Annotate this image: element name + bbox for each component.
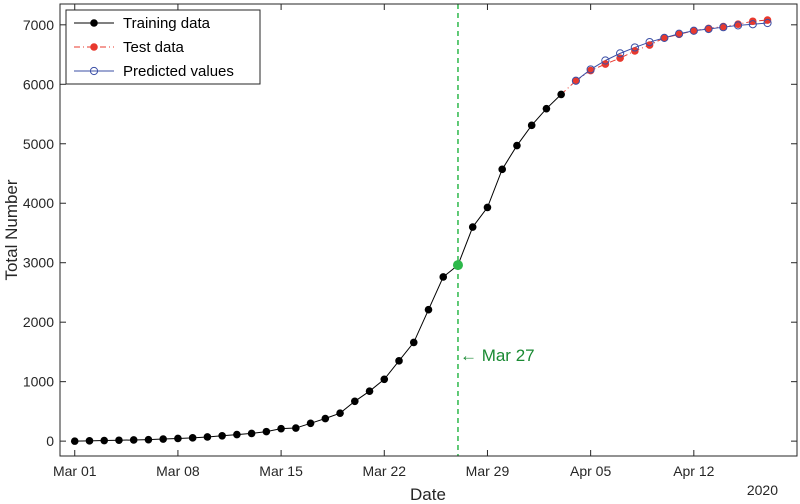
y-tick-label: 2000 — [23, 314, 54, 330]
training-data-point — [247, 429, 256, 438]
training-data-point — [351, 397, 359, 406]
training-data-point — [365, 387, 374, 395]
predicted-values-point — [763, 18, 772, 28]
predicted-values-point — [689, 26, 698, 35]
predicted-values-point — [616, 49, 625, 58]
training-data-point — [527, 121, 536, 130]
training-data-point — [218, 431, 226, 440]
test-data-point — [763, 16, 772, 24]
legend-marker-predicted-values — [89, 66, 99, 76]
training-data-point — [70, 437, 79, 445]
training-data-point — [439, 273, 448, 281]
training-data-point — [100, 436, 109, 445]
legend: Training data Test data Predicted values — [65, 9, 261, 85]
y-tick-label: 3000 — [23, 255, 54, 271]
predicted-values-point — [733, 21, 743, 30]
x-tick-label: Mar 29 — [466, 463, 510, 479]
training-data-point — [85, 437, 94, 445]
x-tick-label: Apr 05 — [570, 463, 611, 479]
x-axis-label: Date — [410, 485, 446, 504]
annotation-label: ← Mar 27 — [460, 346, 535, 365]
training-data-point — [277, 424, 285, 433]
y-tick-label: 6000 — [23, 76, 54, 92]
test-data-point — [675, 30, 683, 39]
axes-box — [59, 3, 798, 457]
predicted-values-point — [645, 37, 654, 47]
chart-marks: ← Mar 27 — [70, 4, 772, 456]
highlight-point — [452, 260, 463, 271]
legend-label-training-data: Training data — [123, 15, 211, 32]
training-data-point — [262, 427, 271, 436]
training-data-point — [468, 223, 477, 231]
training-data-point — [203, 433, 212, 441]
test-data-point — [748, 17, 757, 26]
training-data-point — [159, 435, 167, 443]
x-tick-label: Apr 12 — [673, 463, 714, 479]
training-data-point — [129, 436, 138, 444]
predicted-values-point — [748, 20, 757, 29]
training-data-point — [233, 430, 241, 439]
y-tick-label: 7000 — [23, 17, 54, 33]
legend-marker-test-data — [90, 43, 98, 51]
predicted-values-point — [601, 56, 610, 65]
training-data-point — [513, 141, 521, 150]
y-tick-label: 5000 — [23, 136, 54, 152]
y-axis-label: Total Number — [2, 179, 21, 280]
training-data-point — [380, 375, 389, 384]
predicted-values-point — [674, 29, 684, 38]
training-data-point — [542, 104, 551, 113]
predicted-values-point — [571, 76, 581, 85]
legend-box — [65, 9, 261, 85]
legend-label-predicted-values: Predicted values — [123, 63, 234, 80]
x-tick-label: Mar 08 — [156, 463, 200, 479]
test-data-point — [572, 76, 580, 85]
training-data-point — [115, 436, 123, 445]
predicted-values-point — [630, 43, 639, 52]
x-tick-label: Mar 01 — [53, 463, 97, 479]
training-data-point — [498, 165, 507, 174]
y-tick-label: 0 — [46, 433, 54, 449]
y-tick-label: 1000 — [23, 374, 54, 390]
training-data-point — [188, 434, 197, 442]
test-data-point — [719, 22, 728, 31]
training-data-point — [174, 434, 182, 443]
test-data-point — [690, 26, 698, 35]
training-data-point — [409, 338, 418, 347]
year-label: 2020 — [747, 482, 778, 498]
training-data-point — [306, 419, 315, 428]
y-tick-label: 4000 — [23, 195, 54, 211]
training-data-point — [483, 203, 492, 212]
training-data-point — [292, 424, 300, 432]
training-data-point — [336, 409, 344, 417]
training-data-line — [74, 94, 562, 442]
chart-axes: 0 1000 2000 3000 4000 5000 6000 7000 Mar 01 Mar 0… — [23, 3, 798, 479]
training-data-point — [557, 90, 565, 99]
predicted-values-point — [719, 23, 728, 32]
training-data-point — [424, 305, 433, 314]
predicted-values-point — [660, 33, 669, 43]
test-data-point — [660, 34, 669, 42]
training-data-point — [321, 414, 330, 423]
predicted-values-point — [586, 65, 595, 74]
legend-label-test-data: Test data — [123, 39, 185, 56]
x-tick-label: Mar 22 — [362, 463, 406, 479]
legend-marker-training-data — [90, 19, 98, 27]
predicted-values-point — [704, 24, 713, 34]
training-data-point — [144, 435, 153, 444]
training-data-point — [395, 357, 403, 365]
test-data-point — [645, 41, 654, 49]
test-data-point — [704, 24, 713, 33]
x-tick-label: Mar 15 — [259, 463, 303, 479]
